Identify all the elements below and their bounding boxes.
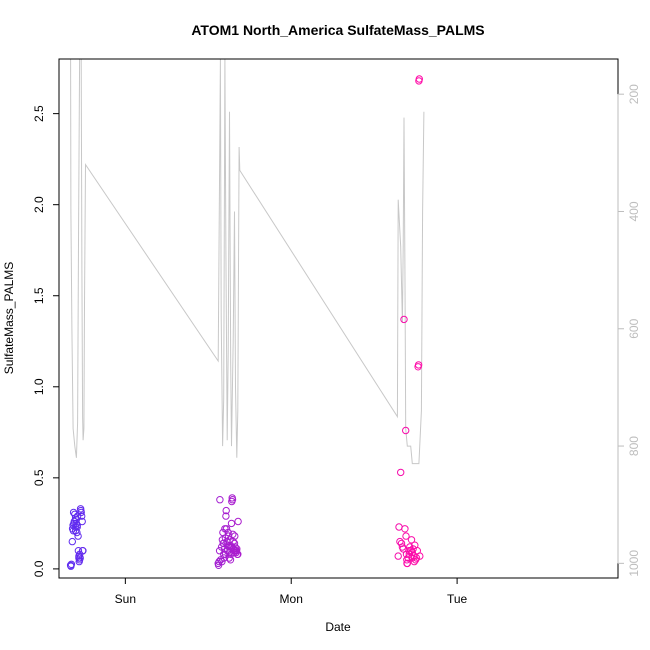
y-tick-label: 1.5 xyxy=(32,287,46,304)
data-point xyxy=(219,539,228,548)
data-point xyxy=(73,528,81,537)
y-tick-label: 1.0 xyxy=(32,378,46,395)
x-tick-label: Sun xyxy=(115,592,136,606)
data-point xyxy=(414,361,423,369)
data-point xyxy=(230,547,239,555)
data-points-layer xyxy=(66,75,424,570)
data-point xyxy=(75,552,83,560)
data-point xyxy=(222,506,230,515)
data-point xyxy=(410,557,418,566)
data-point xyxy=(215,547,224,555)
data-point xyxy=(415,75,423,83)
data-point xyxy=(234,517,242,526)
data-point xyxy=(222,525,231,533)
y-tick-label: 0.0 xyxy=(32,560,46,577)
right-axis: 200 400 600 800 1000 xyxy=(617,84,641,577)
data-point xyxy=(403,559,411,568)
data-point xyxy=(402,426,410,435)
right-tick-label: 1000 xyxy=(627,550,641,577)
data-point xyxy=(416,552,424,560)
right-tick-label: 400 xyxy=(627,201,641,221)
data-point xyxy=(229,530,237,538)
right-tick-label: 200 xyxy=(627,84,641,104)
data-point xyxy=(216,496,224,504)
data-point xyxy=(67,560,76,568)
data-point xyxy=(400,315,408,324)
data-point xyxy=(79,547,87,555)
y-axis-label: SulfateMass_PALMS xyxy=(2,262,16,375)
data-point xyxy=(74,547,83,555)
data-point xyxy=(225,554,233,562)
data-point xyxy=(227,519,236,528)
data-point xyxy=(228,496,237,504)
chart-title: ATOM1 North_America SulfateMass_PALMS xyxy=(191,22,484,38)
data-point xyxy=(220,554,228,562)
data-point xyxy=(394,552,402,560)
y-axis: 0.0 0.5 1.0 1.5 2.0 2.5 xyxy=(32,105,59,577)
x-tick-label: Mon xyxy=(280,592,303,606)
data-point xyxy=(68,537,77,546)
altitude-line-layer xyxy=(70,59,425,465)
y-tick-label: 2.5 xyxy=(32,105,46,122)
x-tick-label: Tue xyxy=(447,592,468,606)
y-tick-label: 2.0 xyxy=(32,196,46,213)
data-point xyxy=(75,556,84,564)
data-point xyxy=(71,514,80,522)
data-point xyxy=(224,528,232,537)
x-axis: Sun Mon Tue xyxy=(115,578,468,606)
data-point xyxy=(71,523,80,531)
data-point xyxy=(74,532,82,540)
data-point xyxy=(401,525,409,533)
data-point xyxy=(231,532,239,540)
right-tick-label: 600 xyxy=(627,318,641,338)
data-point xyxy=(222,512,230,520)
data-point xyxy=(218,557,226,566)
y-tick-label: 0.5 xyxy=(32,469,46,486)
right-tick-label: 800 xyxy=(627,436,641,456)
data-point xyxy=(409,545,417,553)
data-point xyxy=(402,532,410,540)
data-point xyxy=(69,527,78,535)
data-point xyxy=(215,557,223,566)
data-point xyxy=(226,556,235,564)
data-point xyxy=(407,536,416,544)
data-point xyxy=(231,543,239,551)
data-point xyxy=(221,550,230,558)
altitude-line xyxy=(70,59,425,465)
x-axis-label: Date xyxy=(325,620,351,634)
data-point xyxy=(73,521,81,529)
data-point xyxy=(397,468,405,477)
plot-frame xyxy=(58,58,619,579)
data-point xyxy=(77,508,85,517)
data-point xyxy=(78,517,86,526)
data-point xyxy=(228,543,237,551)
data-point xyxy=(408,554,416,562)
